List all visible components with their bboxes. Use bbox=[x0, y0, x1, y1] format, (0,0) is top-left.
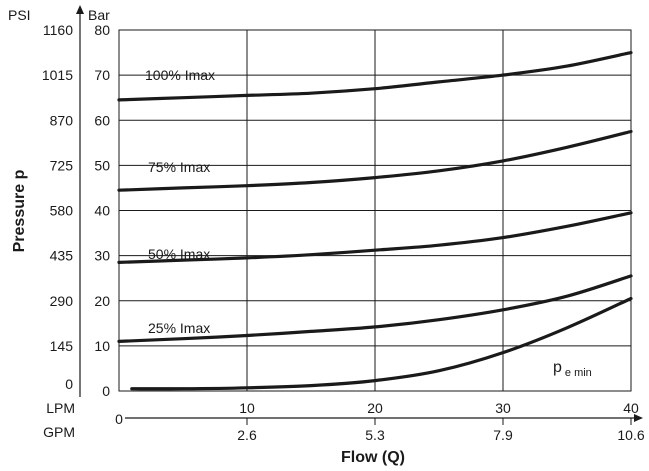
y-tick-label-bar: 0 bbox=[102, 383, 110, 399]
y-tick-label-psi: 1160 bbox=[43, 22, 73, 38]
x-tick-label-lpm: 10 bbox=[239, 400, 255, 416]
x-tick-label-gpm: 7.9 bbox=[493, 427, 513, 443]
series-label: 50% Imax bbox=[148, 246, 210, 262]
x-axis-arrow bbox=[634, 414, 643, 422]
x-tick-label-gpm: 5.3 bbox=[365, 427, 385, 443]
y-tick-label-bar: 10 bbox=[94, 338, 110, 354]
y-tick-label-bar: 60 bbox=[94, 112, 110, 128]
y-tick-label-psi: 1015 bbox=[42, 67, 73, 83]
y-tick-label-psi: 870 bbox=[50, 112, 74, 128]
x-tick-label-gpm: 10.6 bbox=[617, 427, 644, 443]
series-line bbox=[117, 129, 633, 192]
y-unit-primary: Bar bbox=[88, 7, 110, 23]
series-group: 100% Imax 75% Imax 50% Imax 25% Imax p e min bbox=[117, 51, 633, 391]
y-tick-label-psi: 725 bbox=[50, 157, 74, 173]
x-unit-secondary: GPM bbox=[43, 424, 75, 440]
y-tick-label-psi: 435 bbox=[50, 248, 74, 264]
x-tick-label-gpm: 2.6 bbox=[237, 427, 257, 443]
y-tick-label-bar: 30 bbox=[94, 248, 110, 264]
y-tick-label-psi: 145 bbox=[50, 338, 74, 354]
grid bbox=[118, 29, 632, 392]
y-tick-label-psi: 290 bbox=[50, 293, 74, 309]
y-tick-label-psi: 580 bbox=[50, 203, 74, 219]
y-tick-label-bar: 50 bbox=[94, 157, 110, 173]
series-line bbox=[117, 274, 633, 343]
y-tick-label-bar: 70 bbox=[94, 67, 110, 83]
y-tick-label-psi: 0 bbox=[65, 376, 73, 392]
y-axis-title: Pressure p bbox=[11, 169, 28, 252]
y-tick-label-bar: 20 bbox=[94, 293, 110, 309]
x-tick-label-lpm: 30 bbox=[495, 400, 511, 416]
labels: PSI Bar LPM GPM Flow (Q) Pressure p bbox=[8, 7, 405, 466]
series-line bbox=[130, 296, 633, 391]
series-label: 100% Imax bbox=[145, 67, 215, 83]
y-axis-arrow bbox=[76, 5, 84, 14]
x-unit-primary: LPM bbox=[46, 400, 75, 416]
x-tick-label-lpm: 0 bbox=[115, 411, 123, 427]
series-label: 75% Imax bbox=[148, 159, 210, 175]
x-tick-label-lpm: 40 bbox=[623, 400, 639, 416]
series-label: 25% Imax bbox=[148, 320, 210, 336]
x-tick-label-lpm: 20 bbox=[367, 400, 383, 416]
x-axis-title: Flow (Q) bbox=[341, 449, 405, 466]
y-tick-label-bar: 40 bbox=[94, 203, 110, 219]
series-line bbox=[117, 51, 633, 102]
y-unit-secondary: PSI bbox=[8, 7, 31, 23]
series-line bbox=[117, 211, 633, 264]
tick-labels: 0010145202903043540580507256087070101580… bbox=[42, 22, 645, 443]
axes bbox=[76, 5, 643, 425]
y-tick-label-bar: 80 bbox=[94, 22, 110, 38]
